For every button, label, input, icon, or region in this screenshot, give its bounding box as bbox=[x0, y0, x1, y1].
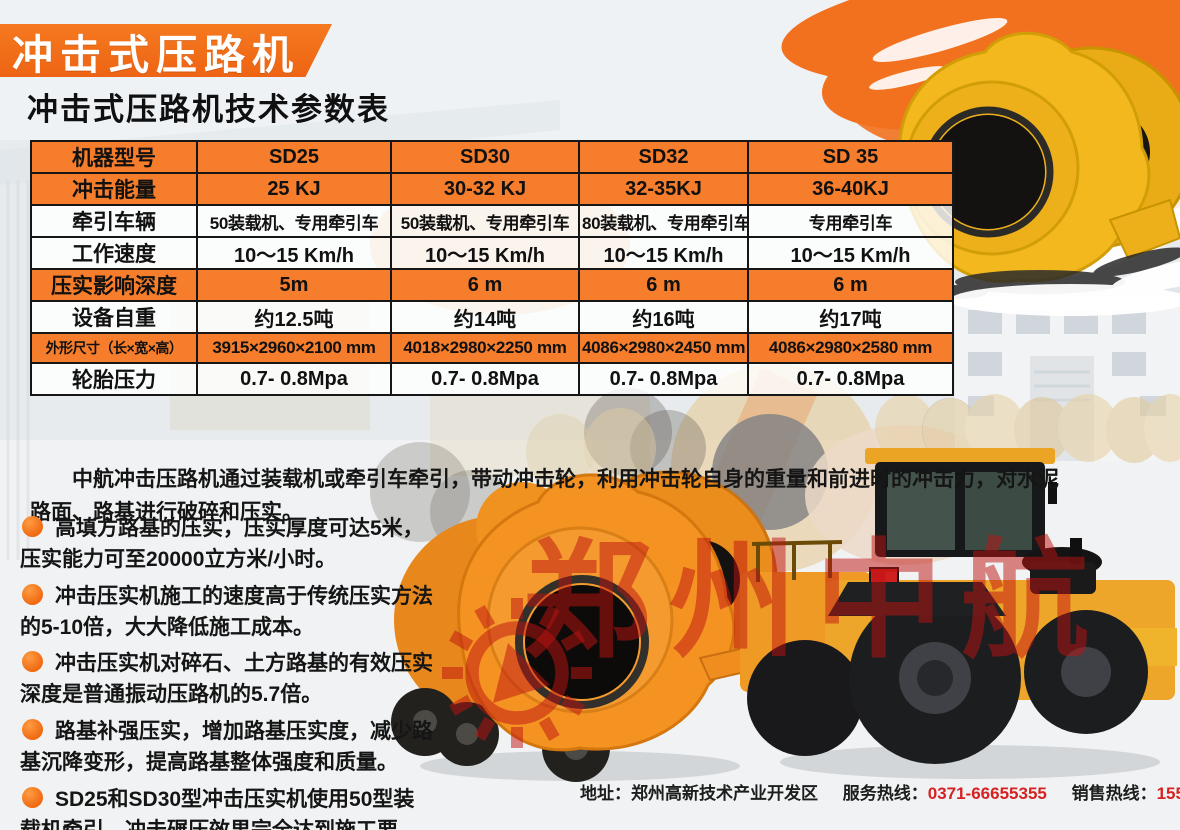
contact-footer: 地址：郑州高新技术产业开发区 服务热线：0371-66655355 销售热线：1… bbox=[580, 779, 1180, 804]
spec-cell: 6 m bbox=[390, 268, 580, 302]
page-title: 冲击式压路机 bbox=[12, 31, 300, 78]
bullet-dot-icon bbox=[22, 786, 43, 808]
bullet-text: 冲击压实机施工的速度高于传统压实方法的5-10倍，大大降低施工成本。 bbox=[20, 584, 433, 639]
spec-cell: SD30 bbox=[390, 140, 580, 174]
spec-cell: 50装载机、专用牵引车 bbox=[390, 204, 580, 238]
table-row: 工作速度 10～15 Km/h 10～15 Km/h 10～15 Km/h 10… bbox=[30, 236, 954, 270]
title-banner: 冲击式压路机 bbox=[0, 24, 332, 77]
bullet-text: SD25和SD30型冲击压实机使用50型装载机牵引，冲击碾压效果完全达到施工要求… bbox=[20, 787, 415, 830]
spec-cell: 36-40KJ bbox=[747, 172, 954, 206]
row-label: 冲击能量 bbox=[30, 172, 198, 206]
spec-cell: 10～15 Km/h bbox=[196, 236, 392, 270]
spec-cell: SD25 bbox=[196, 140, 392, 174]
list-item: 高填方路基的压实，压实厚度可达5米，压实能力可至20000立方米/小时。 bbox=[20, 514, 434, 576]
bullet-dot-icon bbox=[22, 719, 43, 741]
spec-cell: 25 KJ bbox=[196, 172, 392, 206]
spec-cell: SD32 bbox=[578, 140, 749, 174]
table-row: 压实影响深度 5m 6 m 6 m 6 m bbox=[30, 268, 954, 302]
list-item: 冲击压实机施工的速度高于传统压实方法的5-10倍，大大降低施工成本。 bbox=[20, 582, 434, 644]
spec-cell: 0.7- 0.8Mpa bbox=[578, 362, 749, 396]
spec-cell: 32-35KJ bbox=[578, 172, 749, 206]
list-item: 路基补强压实，增加路基压实度，减少路基沉降变形，提高路基整体强度和质量。 bbox=[20, 717, 434, 779]
address-value: 郑州高新技术产业开发区 bbox=[631, 784, 818, 803]
spec-cell: 10～15 Km/h bbox=[578, 236, 749, 270]
table-row: 牵引车辆 50装载机、专用牵引车 50装载机、专用牵引车 80装载机、专用牵引车… bbox=[30, 204, 954, 238]
spec-cell: 5m bbox=[196, 268, 392, 302]
sales-hotline-number: 15515997113 bbox=[1156, 784, 1180, 803]
bullet-dot-icon bbox=[22, 651, 43, 673]
spec-cell: 0.7- 0.8Mpa bbox=[390, 362, 580, 396]
bullet-dot-icon bbox=[22, 583, 43, 605]
table-row: 设备自重 约12.5吨 约14吨 约16吨 约17吨 bbox=[30, 300, 954, 334]
spec-cell: 约17吨 bbox=[747, 300, 954, 334]
address-label: 地址： bbox=[580, 784, 631, 803]
feature-list: 高填方路基的压实，压实厚度可达5米，压实能力可至20000立方米/小时。 冲击压… bbox=[20, 514, 434, 830]
table-row: 轮胎压力 0.7- 0.8Mpa 0.7- 0.8Mpa 0.7- 0.8Mpa… bbox=[30, 362, 954, 396]
gear-logo-icon bbox=[442, 598, 592, 748]
spec-cell: 80装载机、专用牵引车 bbox=[578, 204, 749, 238]
spec-cell: 0.7- 0.8Mpa bbox=[747, 362, 954, 396]
sales-hotline-label: 销售热线： bbox=[1071, 784, 1157, 803]
list-item: 冲击压实机对碎石、土方路基的有效压实深度是普通振动压路机的5.7倍。 bbox=[20, 649, 434, 711]
row-label: 轮胎压力 bbox=[30, 362, 198, 396]
table-row: 冲击能量 25 KJ 30-32 KJ 32-35KJ 36-40KJ bbox=[30, 172, 954, 206]
row-label: 压实影响深度 bbox=[30, 268, 198, 302]
spec-cell: 约14吨 bbox=[390, 300, 580, 334]
row-label: 设备自重 bbox=[30, 300, 198, 334]
list-item: SD25和SD30型冲击压实机使用50型装载机牵引，冲击碾压效果完全达到施工要求… bbox=[20, 785, 434, 830]
table-row: 机器型号 SD25 SD30 SD32 SD 35 bbox=[30, 140, 954, 174]
row-label: 工作速度 bbox=[30, 236, 198, 270]
spec-cell: 6 m bbox=[578, 268, 749, 302]
spec-cell: 10～15 Km/h bbox=[747, 236, 954, 270]
spec-cell: 10～15 Km/h bbox=[390, 236, 580, 270]
spec-cell: 约12.5吨 bbox=[196, 300, 392, 334]
row-label: 牵引车辆 bbox=[30, 204, 198, 238]
bullet-text: 冲击压实机对碎石、土方路基的有效压实深度是普通振动压路机的5.7倍。 bbox=[20, 652, 433, 707]
spec-cell: SD 35 bbox=[747, 140, 954, 174]
bullet-dot-icon bbox=[22, 516, 43, 537]
spec-table: 机器型号 SD25 SD30 SD32 SD 35 冲击能量 25 KJ 30-… bbox=[30, 140, 954, 396]
bullet-text: 路基补强压实，增加路基压实度，减少路基沉降变形，提高路基整体强度和质量。 bbox=[20, 720, 433, 775]
service-hotline-label: 服务热线： bbox=[842, 784, 928, 803]
spec-cell: 4086×2980×2450 mm bbox=[578, 332, 749, 364]
spec-cell: 4018×2980×2250 mm bbox=[390, 332, 580, 364]
spec-cell: 3915×2960×2100 mm bbox=[196, 332, 392, 364]
watermark-text: 郑州中航 bbox=[523, 530, 1108, 673]
spec-cell: 0.7- 0.8Mpa bbox=[196, 362, 392, 396]
table-row: 外形尺寸（长×宽×高） 3915×2960×2100 mm 4018×2980×… bbox=[30, 332, 954, 364]
row-label: 机器型号 bbox=[30, 140, 198, 174]
intro-paragraph: 中航冲击压路机通过装载机或牵引车牵引，带动冲击轮，利用冲击轮自身的重量和前进时的… bbox=[30, 468, 1059, 524]
spec-cell: 4086×2980×2580 mm bbox=[747, 332, 954, 364]
spec-cell: 6 m bbox=[747, 268, 954, 302]
bullet-text: 高填方路基的压实，压实厚度可达5米，压实能力可至20000立方米/小时。 bbox=[20, 517, 424, 571]
row-label: 外形尺寸（长×宽×高） bbox=[30, 332, 198, 364]
spec-cell: 约16吨 bbox=[578, 300, 749, 334]
spec-cell: 50装载机、专用牵引车 bbox=[196, 204, 392, 238]
table-subtitle: 冲击式压路机技术参数表 bbox=[27, 92, 390, 127]
service-hotline-number: 0371-66655355 bbox=[927, 784, 1047, 803]
spec-cell: 30-32 KJ bbox=[390, 172, 580, 206]
spec-cell: 专用牵引车 bbox=[747, 204, 954, 238]
